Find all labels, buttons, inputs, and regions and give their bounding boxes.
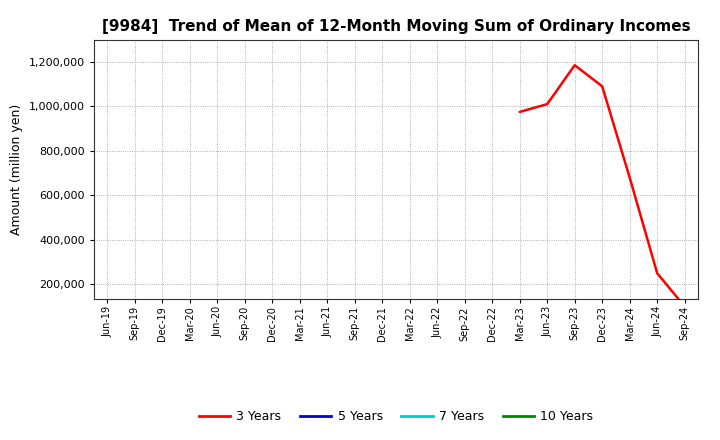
Title: [9984]  Trend of Mean of 12-Month Moving Sum of Ordinary Incomes: [9984] Trend of Mean of 12-Month Moving … [102, 19, 690, 34]
Y-axis label: Amount (million yen): Amount (million yen) [10, 104, 23, 235]
Legend: 3 Years, 5 Years, 7 Years, 10 Years: 3 Years, 5 Years, 7 Years, 10 Years [194, 405, 598, 428]
